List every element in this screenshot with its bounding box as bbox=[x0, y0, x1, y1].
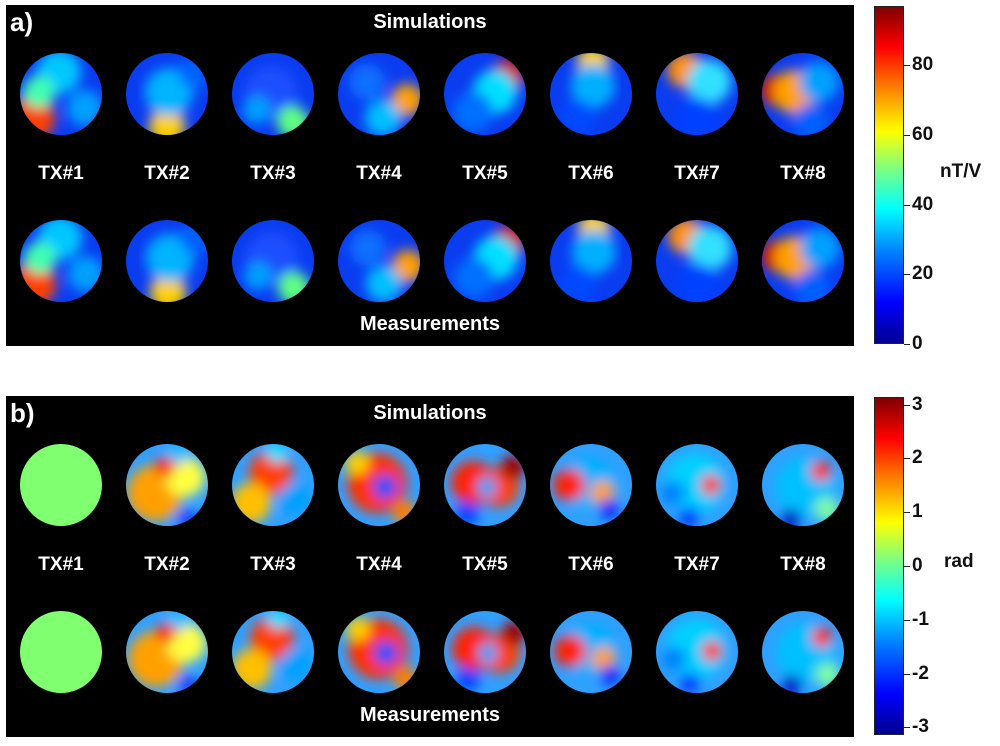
field-map-disk bbox=[125, 610, 209, 694]
magnitude-maps-panel: a) Simulations Measurements TX#1 TX#2 TX… bbox=[6, 5, 854, 346]
field-map-disk bbox=[231, 52, 315, 136]
field-map-disk bbox=[761, 610, 845, 694]
field-map-disk bbox=[337, 610, 421, 694]
field-map-disk bbox=[761, 443, 845, 527]
field-map-disk bbox=[443, 52, 527, 136]
colorbar-tick-label: 3 bbox=[912, 394, 923, 415]
colorbar-tick bbox=[904, 727, 910, 728]
field-map-disk bbox=[19, 52, 103, 136]
field-map-disk bbox=[337, 443, 421, 527]
colorbar-tick bbox=[904, 344, 910, 345]
colorbar-tick-label: 20 bbox=[912, 263, 934, 284]
field-map-disk bbox=[655, 52, 739, 136]
tx-label: TX#7 bbox=[674, 163, 720, 184]
tx-label: TX#4 bbox=[356, 554, 402, 575]
colorbar-tick bbox=[904, 65, 910, 66]
field-map-disk bbox=[761, 219, 845, 303]
colorbar-tick-label: 1 bbox=[912, 501, 923, 522]
colorbar-tick bbox=[904, 274, 910, 275]
simulations-title: Simulations bbox=[373, 402, 487, 424]
field-map-disk bbox=[19, 219, 103, 303]
tx-label: TX#2 bbox=[144, 163, 190, 184]
colorbar-tick-label: -1 bbox=[912, 609, 929, 630]
field-map-disk bbox=[231, 610, 315, 694]
magnitude-colorbar bbox=[874, 6, 904, 344]
field-map-disk bbox=[549, 610, 633, 694]
tx-label: TX#1 bbox=[38, 554, 84, 575]
field-map-disk bbox=[231, 443, 315, 527]
colorbar-tick-label: 60 bbox=[912, 124, 934, 145]
colorbar-tick-label: 0 bbox=[912, 555, 923, 576]
colorbar-unit: rad bbox=[944, 551, 974, 572]
field-map-disk bbox=[231, 219, 315, 303]
measurements-title: Measurements bbox=[359, 704, 501, 726]
simulations-title: Simulations bbox=[373, 11, 487, 33]
field-map-disk bbox=[125, 52, 209, 136]
colorbar-tick bbox=[904, 205, 910, 206]
phase-maps-panel: b) Simulations Measurements TX#1 TX#2 TX… bbox=[6, 396, 854, 737]
field-map-disk bbox=[549, 52, 633, 136]
tx-label: TX#5 bbox=[462, 163, 508, 184]
colorbar-tick bbox=[904, 566, 910, 567]
field-map-disk bbox=[549, 219, 633, 303]
tx-label: TX#8 bbox=[780, 163, 826, 184]
colorbar-tick-label: -3 bbox=[912, 716, 929, 737]
colorbar-tick-label: 80 bbox=[912, 54, 934, 75]
field-map-disk bbox=[549, 443, 633, 527]
colorbar-tick-label: 2 bbox=[912, 447, 923, 468]
field-map-disk bbox=[655, 610, 739, 694]
tx-label: TX#6 bbox=[568, 554, 614, 575]
colorbar-unit: nT/V bbox=[940, 161, 982, 182]
tx-label: TX#7 bbox=[674, 554, 720, 575]
colorbar-tick bbox=[904, 512, 910, 513]
field-map-disk bbox=[655, 219, 739, 303]
colorbar-tick bbox=[904, 458, 910, 459]
colorbar-tick bbox=[904, 405, 910, 406]
tx-label: TX#6 bbox=[568, 163, 614, 184]
colorbar-tick-label: -2 bbox=[912, 663, 929, 684]
field-map-disk bbox=[337, 219, 421, 303]
field-map-disk bbox=[655, 443, 739, 527]
measurements-title: Measurements bbox=[359, 313, 501, 335]
tx-label: TX#3 bbox=[250, 554, 296, 575]
colorbar-tick bbox=[904, 674, 910, 675]
tx-label: TX#2 bbox=[144, 554, 190, 575]
colorbar-tick bbox=[904, 620, 910, 621]
colorbar-tick bbox=[904, 135, 910, 136]
tx-label: TX#1 bbox=[38, 163, 84, 184]
tx-label: TX#4 bbox=[356, 163, 402, 184]
field-map-disk bbox=[443, 610, 527, 694]
field-map-disk bbox=[337, 52, 421, 136]
field-map-disk bbox=[19, 610, 103, 694]
field-map-disk bbox=[19, 443, 103, 527]
tx-label: TX#5 bbox=[462, 554, 508, 575]
field-map-disk bbox=[761, 52, 845, 136]
tx-label: TX#3 bbox=[250, 163, 296, 184]
panel-letter: a) bbox=[10, 7, 34, 37]
panel-letter: b) bbox=[10, 398, 35, 428]
field-map-disk bbox=[443, 443, 527, 527]
field-map-disk bbox=[443, 219, 527, 303]
tx-label: TX#8 bbox=[780, 554, 826, 575]
phase-colorbar bbox=[874, 397, 904, 735]
colorbar-tick-label: 40 bbox=[912, 194, 934, 215]
colorbar-tick-label: 0 bbox=[912, 333, 923, 354]
field-map-disk bbox=[125, 219, 209, 303]
field-map-disk bbox=[125, 443, 209, 527]
